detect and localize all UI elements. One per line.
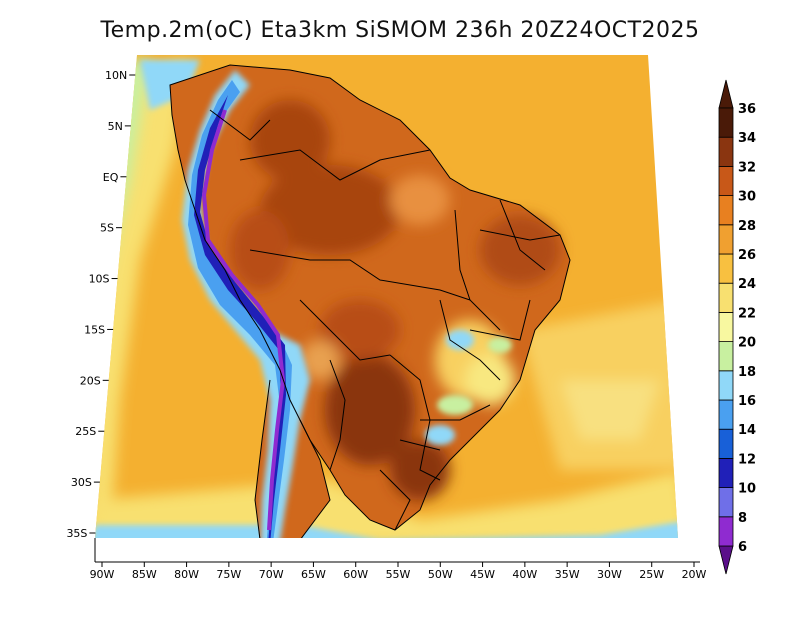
colorbar-label: 12 (738, 452, 756, 467)
lon-tick-label: 30W (597, 568, 622, 581)
colorbar-label: 26 (738, 248, 756, 263)
colorbar-bin (718, 341, 734, 372)
lon-tick-label: 75W (216, 568, 241, 581)
colorbar-bin (718, 311, 734, 342)
colorbar-bin (718, 195, 734, 226)
andes-cold-band (182, 70, 310, 538)
colorbar-bin (718, 253, 734, 284)
lat-tick-label: 5S (100, 222, 114, 235)
colorbar-bin (718, 282, 734, 313)
colorbar-label: 14 (738, 423, 756, 438)
colorbar-bin (718, 136, 734, 167)
lon-tick-label: 20W (682, 568, 707, 581)
lat-tick-label: 5N (108, 120, 123, 133)
colorbar-bin (718, 165, 734, 196)
colorbar-label: 18 (738, 365, 756, 380)
lat-tick-label: 10N (105, 69, 127, 82)
colorbar-label: 8 (738, 511, 747, 526)
lon-tick-label: 25W (639, 568, 664, 581)
colorbar-label: 28 (738, 219, 756, 234)
lat-tick-label: 35S (66, 527, 87, 540)
colorbar-top-triangle (718, 79, 734, 109)
lat-tick-label: 15S (84, 323, 105, 336)
colorbar-bin (718, 487, 734, 518)
lat-tick-label: EQ (103, 171, 119, 184)
longitude-axis: 90W 85W 80W 75W 70W 65W 60W 55W 50W 45W 40W 35W 30W 2… (90, 538, 707, 581)
colorbar-label: 10 (738, 482, 756, 497)
lon-tick-label: 85W (132, 568, 157, 581)
colorbar-label: 22 (738, 306, 756, 321)
colorbar-label: 16 (738, 394, 756, 409)
lon-tick-label: 45W (470, 568, 495, 581)
colorbar-bottom-triangle (718, 545, 734, 575)
lon-tick-label: 70W (259, 568, 284, 581)
colorbar-label: 24 (738, 277, 756, 292)
colorbar-bin (718, 428, 734, 459)
colorbar-label: 6 (738, 540, 747, 555)
colorbar-bin (718, 457, 734, 488)
colorbar-label: 20 (738, 336, 756, 351)
colorbar-label: 32 (738, 160, 756, 175)
lon-tick-label: 55W (386, 568, 411, 581)
colorbar-label: 30 (738, 190, 756, 205)
temperature-field (95, 55, 678, 538)
lon-tick-label: 65W (301, 568, 326, 581)
colorbar-bin (718, 399, 734, 430)
lat-tick-label: 20S (80, 374, 101, 387)
colorbar-bin (718, 516, 734, 547)
colorbar-bin (718, 370, 734, 401)
map-title: Temp.2m(oC) Eta3km SiSMOM 236h 20Z24OCT2… (100, 18, 700, 43)
colorbar-label: 34 (738, 131, 756, 146)
country-borders (169, 64, 571, 538)
lon-tick-label: 90W (90, 568, 115, 581)
lon-tick-label: 60W (343, 568, 368, 581)
lat-tick-label: 30S (71, 476, 92, 489)
lat-tick-label: 25S (75, 425, 96, 438)
lat-tick-label: 10S (89, 273, 110, 286)
colorbar-bin (718, 224, 734, 255)
lon-tick-label: 40W (512, 568, 537, 581)
lon-tick-label: 50W (428, 568, 453, 581)
colorbar-bin (718, 107, 734, 138)
colorbar: 6 8 10 12 14 16 18 20 22 24 26 28 30 32 34 36 (718, 79, 756, 575)
latitude-axis: 10N 5N EQ 5S 10S 15S 20S 25S 30S 35S (66, 69, 136, 540)
colorbar-label: 36 (738, 102, 756, 117)
lon-tick-label: 80W (174, 568, 199, 581)
lon-tick-label: 35W (555, 568, 580, 581)
